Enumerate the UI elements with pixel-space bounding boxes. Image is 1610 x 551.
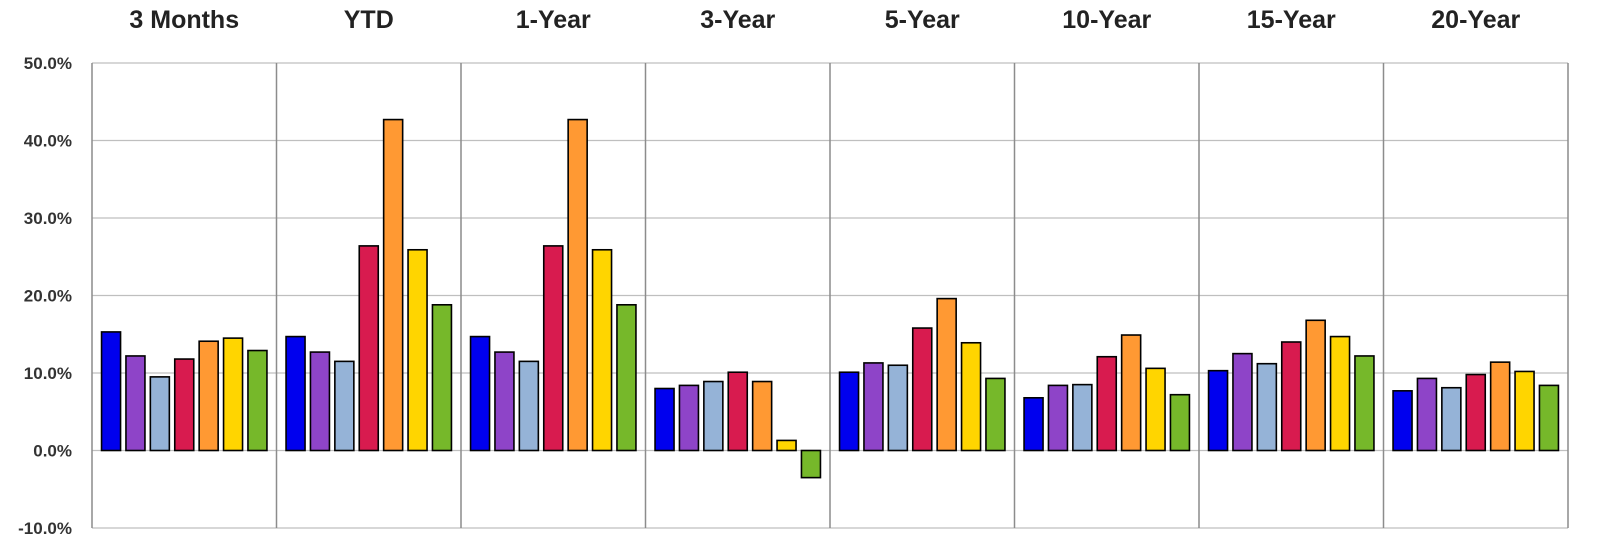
bar (936, 297, 957, 452)
category-label: 20-Year (1431, 6, 1520, 34)
bar (1169, 393, 1191, 452)
category-label: 3-Year (700, 6, 775, 34)
bars-layer (100, 118, 1560, 479)
bar (1072, 383, 1093, 452)
bar (125, 355, 146, 452)
bar (494, 351, 515, 452)
bar (1354, 355, 1375, 452)
bar (1329, 335, 1351, 452)
bar (863, 362, 884, 452)
bar (1023, 396, 1044, 452)
category-label: 3 Months (129, 6, 239, 34)
category-label: 10-Year (1062, 6, 1151, 34)
y-tick-label: -10.0% (18, 519, 72, 538)
bar (616, 303, 637, 452)
bar (358, 245, 380, 452)
bar (1514, 370, 1535, 452)
bar (334, 360, 355, 452)
bar (149, 376, 171, 452)
bar (751, 380, 773, 452)
bar (542, 245, 564, 452)
grid-lines (91, 62, 1569, 529)
category-labels: 3 Months YTD 1-Year 3-Year 5-Year 10-Year 15-Y… (129, 6, 1520, 34)
bar (727, 371, 749, 452)
bar (1392, 390, 1413, 452)
bar (985, 377, 1006, 452)
bar (1120, 334, 1142, 452)
bar (1096, 355, 1118, 452)
bar (703, 380, 724, 452)
bar (776, 439, 797, 452)
bar (1280, 341, 1302, 452)
bar (800, 449, 822, 479)
y-axis-ticks: 50.0% 40.0% 30.0% 20.0% 10.0% 0.0% -10.0% (18, 54, 72, 538)
bar (1465, 373, 1487, 452)
bar (1489, 361, 1511, 452)
category-label: 1-Year (516, 6, 591, 34)
bar (1232, 352, 1253, 452)
bar (100, 331, 122, 452)
bar (1416, 377, 1438, 452)
bar (198, 340, 219, 452)
bar (1538, 384, 1560, 452)
bar (960, 341, 982, 452)
bar (1441, 386, 1462, 452)
bar (469, 335, 491, 452)
bar (518, 360, 540, 452)
bar (1256, 362, 1278, 452)
bar (887, 364, 909, 452)
bar (247, 349, 268, 452)
category-label: 15-Year (1247, 6, 1336, 34)
bar (911, 327, 933, 452)
bar (407, 248, 428, 452)
y-tick-label: 20.0% (24, 287, 72, 306)
y-tick-label: 40.0% (24, 132, 72, 151)
bar (654, 387, 675, 452)
bar (173, 358, 195, 452)
bar (309, 351, 331, 452)
y-tick-label: 50.0% (24, 54, 72, 73)
bar (285, 335, 306, 452)
bar (1305, 319, 1326, 452)
bar (838, 371, 860, 452)
y-tick-label: 30.0% (24, 209, 72, 228)
bar (222, 337, 244, 452)
bar (431, 303, 453, 452)
bar (567, 118, 588, 452)
bar (1145, 367, 1166, 452)
bar (1207, 369, 1229, 452)
category-label: 5-Year (885, 6, 960, 34)
y-tick-label: 0.0% (33, 442, 72, 461)
category-label: YTD (344, 6, 394, 34)
bar (1047, 384, 1069, 452)
bar (591, 248, 613, 452)
bar (678, 384, 700, 452)
y-tick-label: 10.0% (24, 364, 72, 383)
bar (382, 118, 404, 452)
